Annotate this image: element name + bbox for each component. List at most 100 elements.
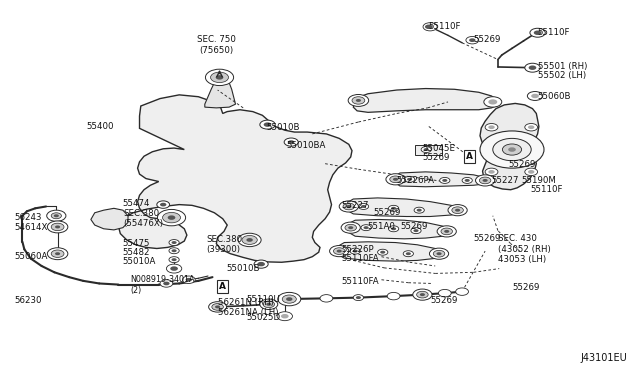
Text: 55475: 55475 bbox=[123, 239, 150, 248]
Circle shape bbox=[429, 248, 449, 259]
Circle shape bbox=[51, 213, 61, 219]
Circle shape bbox=[525, 168, 538, 176]
Circle shape bbox=[157, 201, 170, 208]
Circle shape bbox=[525, 63, 540, 72]
Circle shape bbox=[160, 203, 166, 206]
Circle shape bbox=[529, 65, 536, 70]
Circle shape bbox=[403, 251, 413, 257]
Circle shape bbox=[55, 225, 60, 228]
Circle shape bbox=[182, 276, 195, 283]
Circle shape bbox=[423, 23, 437, 31]
Circle shape bbox=[493, 138, 531, 161]
Circle shape bbox=[388, 226, 399, 232]
Text: 55501 (RH): 55501 (RH) bbox=[538, 62, 587, 71]
Circle shape bbox=[456, 288, 468, 295]
Text: 55269: 55269 bbox=[474, 35, 501, 44]
Circle shape bbox=[51, 250, 64, 257]
Text: 56261N (RH)
56261NA (LH): 56261N (RH) 56261NA (LH) bbox=[218, 298, 278, 317]
Text: 55060A: 55060A bbox=[14, 252, 47, 261]
Circle shape bbox=[404, 176, 415, 182]
Circle shape bbox=[242, 235, 257, 244]
Circle shape bbox=[386, 174, 405, 185]
Circle shape bbox=[417, 291, 428, 298]
Text: SEC. 430
(43052 (RH)
43053 (LH): SEC. 430 (43052 (RH) 43053 (LH) bbox=[498, 234, 550, 264]
Circle shape bbox=[438, 289, 451, 297]
Circle shape bbox=[337, 250, 342, 253]
Circle shape bbox=[534, 31, 541, 35]
Circle shape bbox=[528, 170, 534, 174]
Circle shape bbox=[353, 295, 364, 301]
Text: 55269: 55269 bbox=[474, 234, 501, 243]
Circle shape bbox=[205, 69, 234, 86]
Circle shape bbox=[502, 144, 522, 155]
Circle shape bbox=[440, 177, 450, 183]
Circle shape bbox=[54, 214, 59, 217]
Circle shape bbox=[406, 252, 411, 255]
Circle shape bbox=[433, 250, 445, 257]
Text: 54614X: 54614X bbox=[14, 223, 47, 232]
Circle shape bbox=[380, 251, 385, 254]
Circle shape bbox=[277, 312, 292, 321]
Circle shape bbox=[348, 226, 353, 229]
Circle shape bbox=[330, 246, 349, 257]
Circle shape bbox=[353, 250, 358, 253]
Circle shape bbox=[488, 125, 495, 129]
Circle shape bbox=[168, 215, 175, 220]
Circle shape bbox=[469, 38, 476, 42]
Circle shape bbox=[166, 264, 182, 273]
Polygon shape bbox=[415, 145, 442, 155]
Circle shape bbox=[444, 230, 449, 233]
Text: SEC.380
(39300): SEC.380 (39300) bbox=[206, 235, 242, 254]
Circle shape bbox=[420, 293, 425, 296]
Circle shape bbox=[257, 262, 265, 266]
Circle shape bbox=[413, 289, 432, 300]
Polygon shape bbox=[480, 103, 539, 190]
Circle shape bbox=[466, 36, 479, 44]
Circle shape bbox=[169, 248, 179, 254]
Circle shape bbox=[169, 257, 179, 263]
Circle shape bbox=[339, 201, 358, 212]
Circle shape bbox=[281, 314, 289, 318]
Circle shape bbox=[525, 124, 538, 131]
Circle shape bbox=[47, 221, 68, 233]
Text: 55045E: 55045E bbox=[422, 144, 456, 153]
Text: 56243: 56243 bbox=[14, 213, 42, 222]
Polygon shape bbox=[91, 208, 128, 230]
Circle shape bbox=[378, 249, 388, 255]
Text: 55010B: 55010B bbox=[266, 123, 300, 132]
Circle shape bbox=[483, 179, 488, 182]
Circle shape bbox=[288, 140, 294, 144]
Circle shape bbox=[47, 210, 66, 221]
Circle shape bbox=[411, 228, 421, 234]
Circle shape bbox=[260, 299, 278, 310]
Circle shape bbox=[169, 240, 179, 246]
Circle shape bbox=[343, 203, 355, 210]
Circle shape bbox=[345, 224, 356, 231]
Text: J43101EU: J43101EU bbox=[580, 353, 627, 363]
Text: 55269: 55269 bbox=[422, 153, 450, 162]
Circle shape bbox=[157, 209, 186, 226]
Circle shape bbox=[442, 179, 447, 182]
Circle shape bbox=[407, 178, 412, 181]
Circle shape bbox=[485, 124, 498, 131]
Text: 55110F: 55110F bbox=[429, 22, 461, 31]
Circle shape bbox=[212, 304, 223, 310]
Text: 55269: 55269 bbox=[374, 208, 401, 217]
Circle shape bbox=[282, 295, 296, 303]
Circle shape bbox=[211, 72, 228, 83]
Polygon shape bbox=[338, 242, 443, 261]
Text: 55010A: 55010A bbox=[123, 257, 156, 266]
Text: 55502 (LH): 55502 (LH) bbox=[538, 71, 586, 80]
Circle shape bbox=[51, 223, 64, 231]
Circle shape bbox=[417, 209, 422, 212]
Circle shape bbox=[358, 203, 369, 209]
Circle shape bbox=[172, 249, 177, 252]
Circle shape bbox=[47, 248, 68, 260]
Text: 55110F: 55110F bbox=[530, 185, 563, 194]
Text: 55010BA: 55010BA bbox=[287, 141, 326, 150]
Text: 55269: 55269 bbox=[512, 283, 540, 292]
Circle shape bbox=[333, 248, 345, 254]
Circle shape bbox=[356, 99, 361, 102]
Circle shape bbox=[209, 302, 227, 312]
Circle shape bbox=[485, 168, 498, 176]
